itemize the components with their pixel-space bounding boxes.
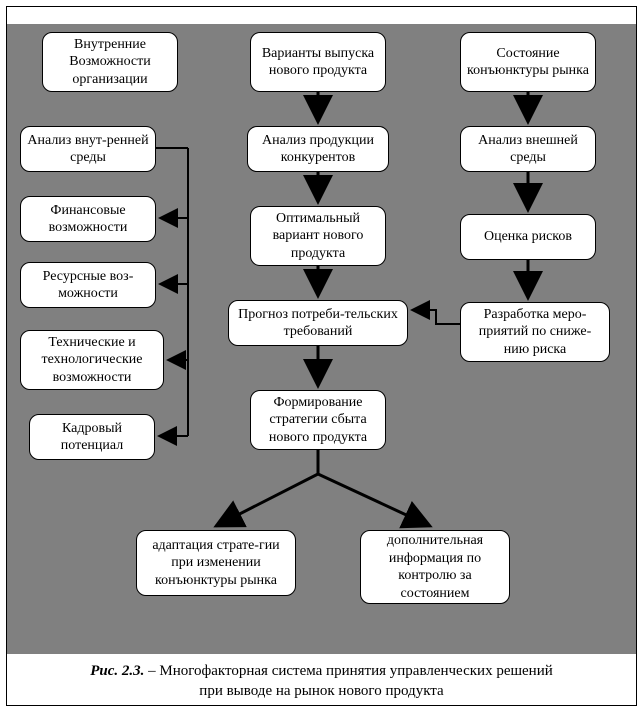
node-technical: Технические и технологические возможност… bbox=[20, 330, 164, 390]
figure-caption: Рис. 2.3. – Многофакторная система приня… bbox=[0, 662, 643, 701]
node-risk-assessment: Оценка рисков bbox=[460, 214, 596, 260]
node-resources: Ресурсные воз-можности bbox=[20, 262, 156, 308]
node-external-analysis: Анализ внешней среды bbox=[460, 126, 596, 172]
node-internal-analysis: Анализ внут-ренней среды bbox=[20, 126, 156, 172]
node-hr: Кадровый потенциал bbox=[29, 414, 155, 460]
caption-label: Рис. 2.3. bbox=[90, 663, 144, 679]
node-optimal-variant: Оптимальный вариант нового продукта bbox=[250, 206, 386, 266]
node-product-variants: Варианты выпуска нового продукта bbox=[250, 32, 386, 92]
node-internal-capabilities: Внутренние Возможности организации bbox=[42, 32, 178, 92]
node-adapt-strategy: адаптация страте-гии при изменении конъю… bbox=[136, 530, 296, 596]
caption-text-1: – Многофакторная система принятия управл… bbox=[144, 663, 552, 679]
node-financial: Финансовые возможности bbox=[20, 196, 156, 242]
node-forecast: Прогноз потреби-тельских требований bbox=[228, 300, 408, 346]
node-additional-info: дополнительная информация по контролю за… bbox=[360, 530, 510, 604]
node-risk-mitigation: Разработка меро-приятий по сниже-нию рис… bbox=[460, 302, 610, 362]
node-strategy-formation: Формирование стратегии сбыта нового прод… bbox=[250, 390, 386, 450]
node-market-state: Состояние конъюнктуры рынка bbox=[460, 32, 596, 92]
caption-text-2: при выводе на рынок нового продукта bbox=[199, 683, 443, 699]
node-competitor-analysis: Анализ продукции конкурентов bbox=[247, 126, 389, 172]
